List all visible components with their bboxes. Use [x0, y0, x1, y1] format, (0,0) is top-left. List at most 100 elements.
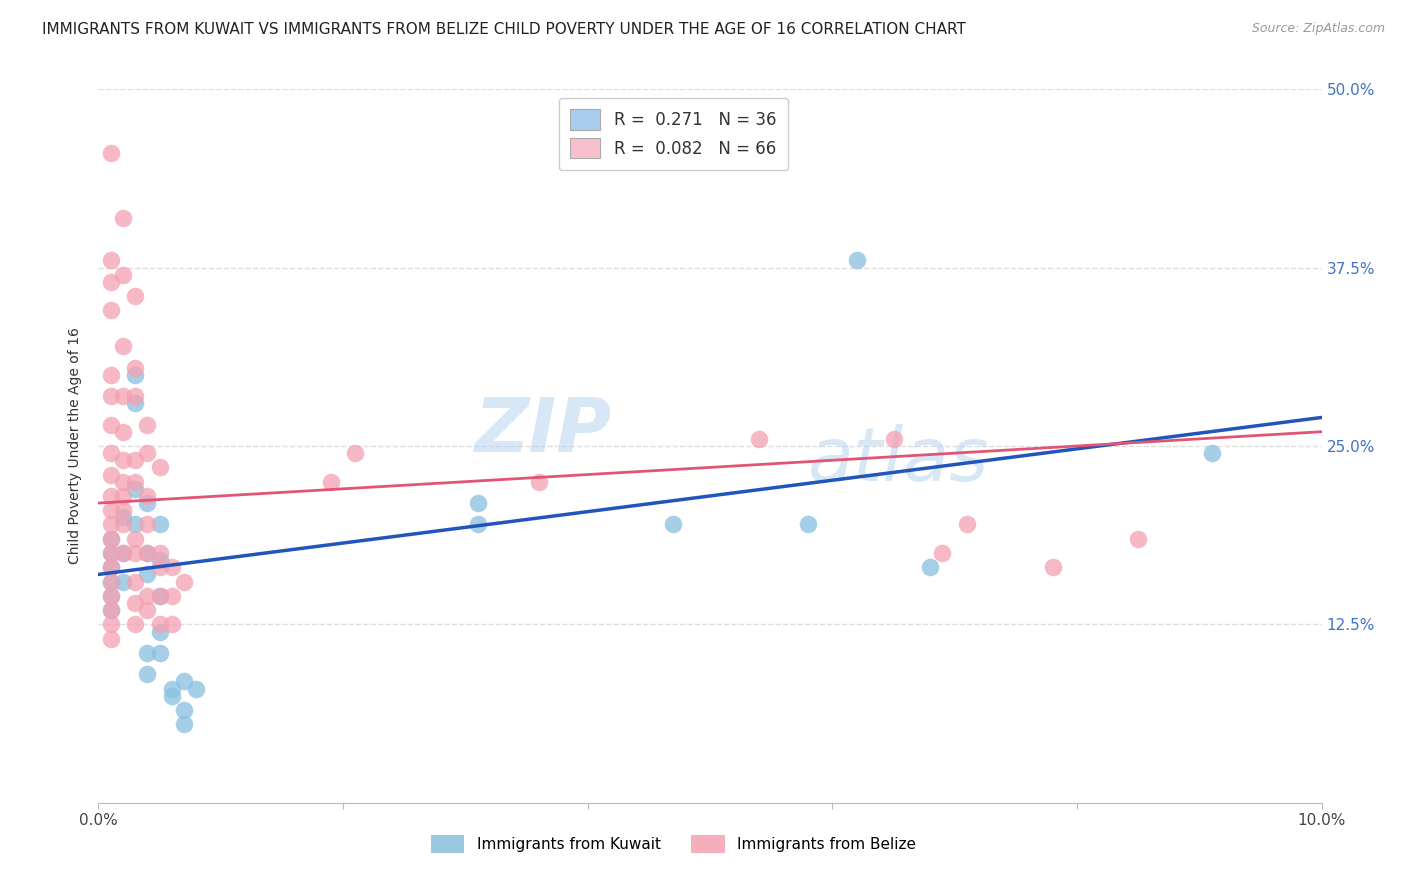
Point [124, 617, 146, 632]
Point [136, 546, 159, 560]
Point [173, 674, 195, 689]
Y-axis label: Child Poverty Under the Age of 16: Child Poverty Under the Age of 16 [69, 327, 83, 565]
Point [111, 546, 134, 560]
Point [124, 389, 146, 403]
Text: IMMIGRANTS FROM KUWAIT VS IMMIGRANTS FROM BELIZE CHILD POVERTY UNDER THE AGE OF : IMMIGRANTS FROM KUWAIT VS IMMIGRANTS FRO… [42, 22, 966, 37]
Point [124, 546, 146, 560]
Point [111, 389, 134, 403]
Point [100, 603, 122, 617]
Point [100, 389, 122, 403]
Point [100, 560, 122, 574]
Point [1128, 532, 1150, 546]
Point [136, 496, 159, 510]
Point [136, 567, 159, 582]
Text: Source: ZipAtlas.com: Source: ZipAtlas.com [1251, 22, 1385, 36]
Point [149, 460, 172, 475]
Point [956, 517, 979, 532]
Point [111, 268, 134, 282]
Point [100, 589, 122, 603]
Point [149, 546, 172, 560]
Point [149, 517, 172, 532]
Point [100, 275, 122, 289]
Point [845, 253, 868, 268]
Point [100, 467, 122, 482]
Text: atlas: atlas [808, 425, 990, 496]
Point [100, 146, 122, 161]
Legend: Immigrants from Kuwait, Immigrants from Belize: Immigrants from Kuwait, Immigrants from … [425, 829, 922, 859]
Point [100, 589, 122, 603]
Point [149, 617, 172, 632]
Point [186, 681, 208, 696]
Point [136, 646, 159, 660]
Point [1201, 446, 1223, 460]
Point [136, 546, 159, 560]
Point [100, 489, 122, 503]
Point [173, 574, 195, 589]
Point [100, 574, 122, 589]
Point [136, 517, 159, 532]
Point [100, 517, 122, 532]
Point [136, 417, 159, 432]
Point [124, 453, 146, 467]
Point [100, 368, 122, 382]
Point [124, 574, 146, 589]
Point [111, 475, 134, 489]
Point [111, 425, 134, 439]
Point [319, 475, 342, 489]
Point [748, 432, 770, 446]
Point [100, 546, 122, 560]
Point [124, 368, 146, 382]
Point [100, 574, 122, 589]
Point [100, 532, 122, 546]
Point [160, 681, 183, 696]
Text: ZIP: ZIP [475, 395, 612, 468]
Point [467, 496, 489, 510]
Point [124, 596, 146, 610]
Point [160, 589, 183, 603]
Point [173, 717, 195, 731]
Point [920, 560, 942, 574]
Point [136, 603, 159, 617]
Point [100, 546, 122, 560]
Point [124, 289, 146, 303]
Point [111, 489, 134, 503]
Point [149, 560, 172, 574]
Point [111, 453, 134, 467]
Point [662, 517, 685, 532]
Point [149, 589, 172, 603]
Point [149, 553, 172, 567]
Point [149, 624, 172, 639]
Point [100, 503, 122, 517]
Point [111, 211, 134, 225]
Point [111, 517, 134, 532]
Point [149, 589, 172, 603]
Point [136, 489, 159, 503]
Point [100, 532, 122, 546]
Point [160, 689, 183, 703]
Point [124, 517, 146, 532]
Point [136, 446, 159, 460]
Point [100, 632, 122, 646]
Point [100, 446, 122, 460]
Point [111, 574, 134, 589]
Point [344, 446, 367, 460]
Point [883, 432, 905, 446]
Point [467, 517, 489, 532]
Point [931, 546, 953, 560]
Point [111, 546, 134, 560]
Point [111, 339, 134, 353]
Point [136, 667, 159, 681]
Point [100, 603, 122, 617]
Point [136, 589, 159, 603]
Point [100, 560, 122, 574]
Point [100, 617, 122, 632]
Point [173, 703, 195, 717]
Point [149, 646, 172, 660]
Point [124, 532, 146, 546]
Point [160, 617, 183, 632]
Point [527, 475, 550, 489]
Point [797, 517, 820, 532]
Point [124, 482, 146, 496]
Point [111, 510, 134, 524]
Point [160, 560, 183, 574]
